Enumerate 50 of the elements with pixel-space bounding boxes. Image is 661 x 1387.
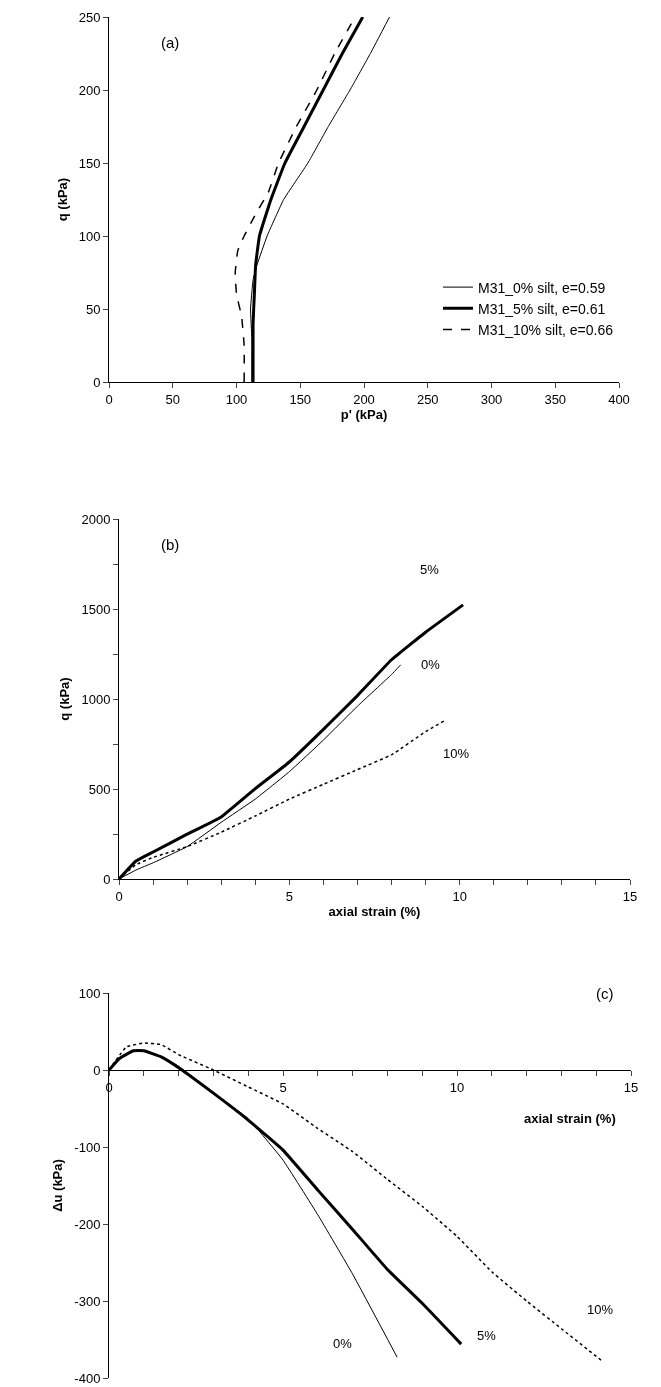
- y-axis-title: q (kPa): [57, 677, 73, 721]
- x-tick-label: 200: [353, 391, 375, 407]
- x-tick-label: 250: [416, 391, 439, 407]
- x-tick-label: 350: [544, 391, 567, 407]
- x-axis-title: axial strain (%): [524, 1111, 616, 1126]
- series-label: 0%: [421, 657, 441, 672]
- y-tick-label: 2000: [81, 511, 111, 527]
- x-tick-label: 15: [622, 888, 638, 904]
- x-tick-label: 10: [452, 888, 467, 904]
- x-tick-label: 50: [165, 391, 180, 407]
- x-axis-title: axial strain (%): [328, 904, 421, 920]
- x-tick-label: 300: [480, 391, 503, 407]
- legend-label: M31_5% silt, e=0.61: [478, 300, 606, 317]
- chart-title: (c): [596, 985, 614, 1002]
- y-tick-label: -300: [74, 1293, 101, 1309]
- y-tick-label: -100: [74, 1139, 101, 1155]
- x-tick-label: 150: [289, 391, 312, 407]
- y-tick-label: 1000: [81, 691, 111, 707]
- text: (b): [161, 536, 180, 553]
- x-tick-label: 100: [225, 391, 248, 407]
- y-tick-label: 500: [88, 781, 111, 797]
- series-label: 10%: [587, 1302, 614, 1317]
- x-tick-label: 400: [608, 391, 630, 407]
- y-axis-title: q (kPa): [54, 177, 70, 222]
- y-tick-label: 1500: [81, 601, 111, 617]
- y-tick-label: -200: [74, 1216, 101, 1232]
- y-axis-title: Δu (kPa): [50, 1159, 66, 1212]
- x-tick-label: 5: [279, 1079, 287, 1095]
- x-tick-label: 10: [449, 1079, 465, 1095]
- x-axis-title: p' (kPa): [340, 407, 388, 423]
- series-label: 10%: [443, 746, 470, 761]
- legend-label: M31_0% silt, e=0.59: [478, 279, 606, 296]
- y-tick-label: 200: [78, 82, 101, 98]
- x-tick-label: 15: [623, 1079, 639, 1095]
- y-tick-label: 50: [85, 301, 101, 317]
- y-tick-label: 150: [78, 155, 101, 171]
- text: (a): [161, 34, 180, 51]
- x-tick-label: 5: [285, 888, 293, 904]
- x-tick-label: 0: [115, 888, 123, 904]
- y-tick-label: 0: [103, 871, 111, 887]
- text: 0%: [333, 1336, 353, 1351]
- y-tick-label: -400: [74, 1370, 101, 1386]
- y-tick-label: 100: [78, 985, 101, 1001]
- series-label: 5%: [477, 1328, 497, 1343]
- text: 5%: [420, 562, 440, 577]
- legend-label: M31_10% silt, e=0.66: [478, 321, 614, 338]
- y-tick-label: 100: [78, 228, 101, 244]
- y-tick-label: 0: [93, 374, 101, 390]
- y-tick-label: 0: [93, 1062, 101, 1078]
- y-tick-label: 250: [78, 9, 101, 25]
